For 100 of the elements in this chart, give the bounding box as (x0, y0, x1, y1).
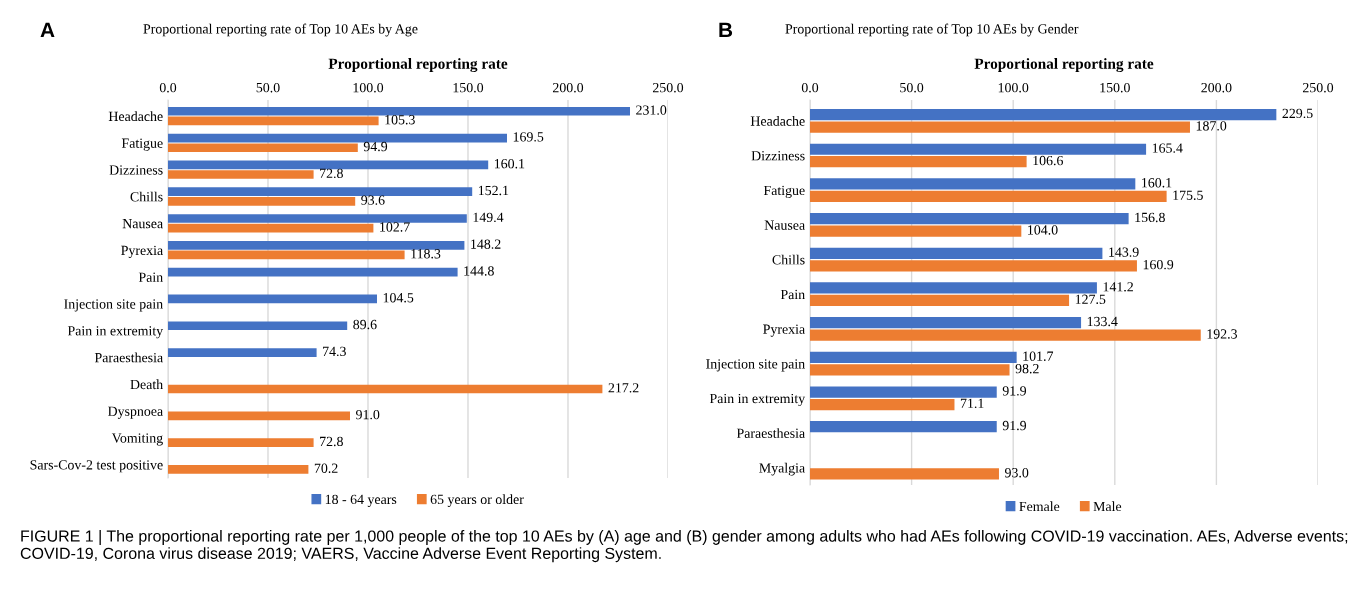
data-label: 229.5 (1282, 108, 1313, 119)
y-tick-label: Injection site pain (706, 359, 805, 372)
data-label: 187.0 (1196, 121, 1227, 131)
bar (810, 178, 1136, 190)
y-tick-label: Dizziness (109, 165, 163, 175)
data-label: 141.2 (1103, 282, 1133, 292)
bar (168, 348, 317, 357)
bar (168, 240, 465, 250)
y-tick-label: Headache (750, 115, 805, 126)
bar (810, 468, 999, 480)
bar (168, 116, 379, 126)
bar (168, 133, 507, 143)
y-tick-label: Fatigue (121, 138, 163, 151)
x-axis-title: Proportional reporting rate (974, 58, 1154, 73)
text: A (40, 22, 55, 38)
bar (168, 187, 473, 197)
bar (168, 214, 467, 223)
x-tick-label: 150.0 (1100, 82, 1130, 93)
data-label: 72.8 (320, 168, 343, 179)
bar (810, 398, 955, 411)
bar (168, 465, 309, 474)
bar (168, 250, 405, 260)
y-tick-label: Fatigue (763, 185, 805, 198)
bar (168, 321, 348, 331)
data-label: 152.1 (478, 185, 509, 196)
data-label: 160.1 (494, 158, 525, 169)
data-label: 217.2 (608, 383, 639, 393)
data-label: 71.1 (960, 398, 984, 409)
data-label: 70.2 (314, 463, 338, 473)
y-tick-label: Paraesthesia (94, 352, 163, 363)
bar (810, 294, 1070, 307)
bar (168, 143, 358, 153)
bar (810, 108, 1277, 121)
x-tick-label: 250.0 (1302, 82, 1334, 93)
y-tick-label: Pain in extremity (67, 326, 164, 339)
data-label: 231.0 (636, 105, 667, 115)
y-tick-label: Headache (108, 111, 163, 122)
data-label: 144.8 (464, 266, 494, 276)
y-tick-label: Nausea (764, 220, 805, 230)
y-tick-label: Pain in extremity (709, 393, 806, 407)
x-tick-label: 100.0 (998, 82, 1029, 93)
data-label: 93.6 (361, 195, 385, 205)
data-label: 175.5 (1173, 190, 1203, 200)
data-label: 91.9 (1002, 386, 1027, 396)
legend-label: 65 years or older (430, 494, 524, 507)
bar (810, 247, 1103, 259)
legend-label: Female (1019, 501, 1060, 512)
x-tick-label: 150.0 (453, 82, 484, 93)
y-tick-label: Dizziness (751, 151, 805, 161)
x-tick-label: 100.0 (353, 82, 384, 93)
y-tick-label: Pyrexia (763, 324, 805, 337)
data-label: 101.7 (1023, 351, 1054, 361)
bar (810, 156, 1027, 168)
y-tick-label: Chills (772, 254, 805, 265)
bar (168, 438, 314, 447)
x-tick-label: 0.0 (801, 82, 819, 93)
y-tick-label: Vomiting (111, 433, 163, 446)
data-label: 98.2 (1015, 363, 1039, 374)
bar (810, 143, 1147, 155)
bar (168, 294, 377, 304)
data-label: 104.5 (383, 293, 414, 303)
data-label: 127.5 (1075, 294, 1106, 305)
data-label: 149.4 (473, 212, 504, 223)
bar (168, 411, 350, 421)
bar (168, 196, 356, 206)
data-label: 160.1 (1142, 178, 1172, 188)
bar (810, 364, 1010, 376)
y-tick-label: Injection site pain (64, 299, 163, 312)
y-tick-label: Myalgia (759, 462, 805, 476)
data-label: 74.3 (323, 346, 346, 357)
y-tick-label: Nausea (122, 219, 163, 229)
y-tick-label: Pain (138, 272, 163, 282)
y-tick-label: Pyrexia (121, 245, 163, 258)
y-tick-label: Pain (780, 289, 805, 300)
bar (810, 386, 997, 398)
x-tick-label: 0.0 (159, 82, 177, 93)
bar (168, 223, 374, 233)
data-label: 192.3 (1207, 329, 1238, 339)
bar (168, 106, 630, 116)
y-tick-label: Paraesthesia (736, 428, 805, 438)
data-label: 165.4 (1152, 143, 1183, 153)
bar (168, 170, 314, 179)
data-label: 89.6 (353, 319, 377, 330)
x-tick-label: 200.0 (1201, 82, 1232, 93)
data-label: 105.3 (385, 115, 415, 125)
y-tick-label: Chills (130, 191, 163, 202)
bar (810, 190, 1167, 203)
y-tick-label: Sars-Cov-2 test positive (30, 460, 163, 473)
text: B (719, 22, 733, 38)
x-axis-title: Proportional reporting rate (328, 58, 508, 73)
data-label: 133.4 (1087, 316, 1118, 327)
bar (168, 160, 489, 170)
bar (168, 384, 603, 394)
data-label: 91.0 (356, 409, 380, 420)
data-label: 156.8 (1135, 212, 1165, 223)
bar (810, 329, 1201, 341)
data-label: 143.9 (1109, 247, 1139, 257)
x-tick-label: 50.0 (900, 82, 924, 93)
legend-label: Male (1093, 501, 1122, 512)
data-label: 118.3 (411, 249, 441, 259)
